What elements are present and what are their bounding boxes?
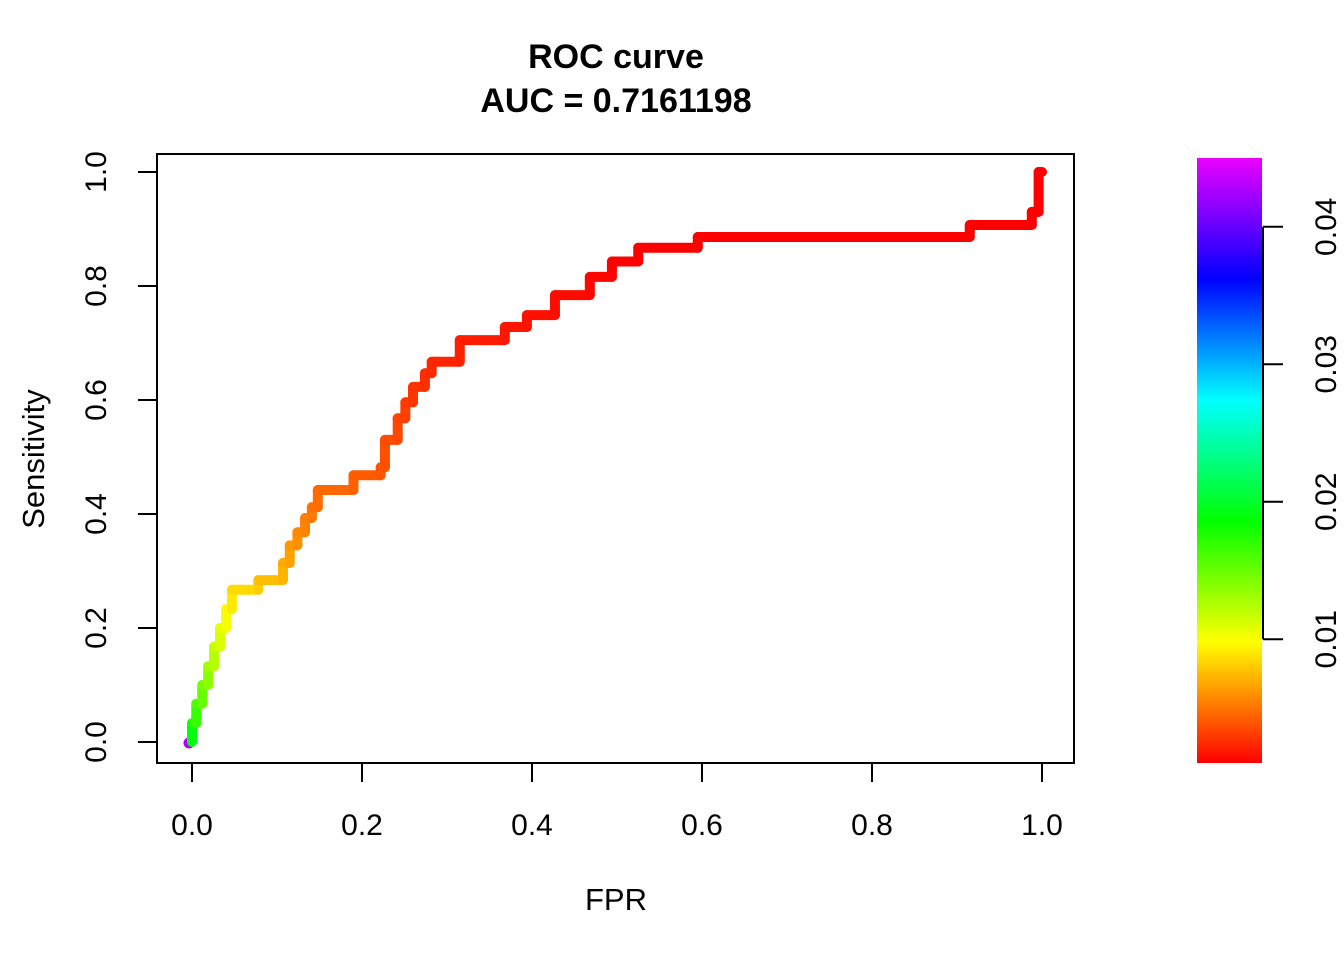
y-tick-label: 0.0: [80, 721, 113, 763]
x-axis-title: FPR: [585, 882, 647, 917]
colorbar-tick-label: 0.04: [1310, 198, 1343, 256]
colorbar-tick-label: 0.01: [1310, 610, 1343, 668]
y-axis: 0.0 0.2 0.4 0.6 0.8 1.0: [80, 151, 157, 763]
x-tick-label: 0.6: [681, 809, 723, 842]
x-tick-label: 0.4: [511, 809, 553, 842]
colorbar-tick-label: 0.02: [1310, 473, 1343, 531]
x-tick-label: 0.8: [851, 809, 893, 842]
chart-subtitle-auc: AUC = 0.7161198: [480, 82, 751, 120]
y-tick-label: 0.2: [80, 607, 113, 649]
x-axis: 0.0 0.2 0.4 0.6 0.8 1.0: [171, 763, 1063, 842]
plot-box: [156, 153, 1075, 764]
x-tick-label: 0.2: [341, 809, 383, 842]
y-tick-label: 1.0: [80, 151, 113, 193]
roc-curve: [183, 167, 1047, 749]
x-tick-label: 1.0: [1021, 809, 1063, 842]
threshold-colorbar: 0.01 0.02 0.03 0.04: [1197, 158, 1343, 763]
chart-title: ROC curve: [528, 38, 704, 76]
y-tick-label: 0.8: [80, 265, 113, 307]
y-tick-label: 0.4: [80, 493, 113, 535]
y-axis-title: Sensitivity: [16, 389, 51, 529]
colorbar-gradient: [1197, 158, 1262, 763]
x-tick-label: 0.0: [171, 809, 213, 842]
colorbar-tick-label: 0.03: [1310, 335, 1343, 393]
y-tick-label: 0.6: [80, 379, 113, 421]
